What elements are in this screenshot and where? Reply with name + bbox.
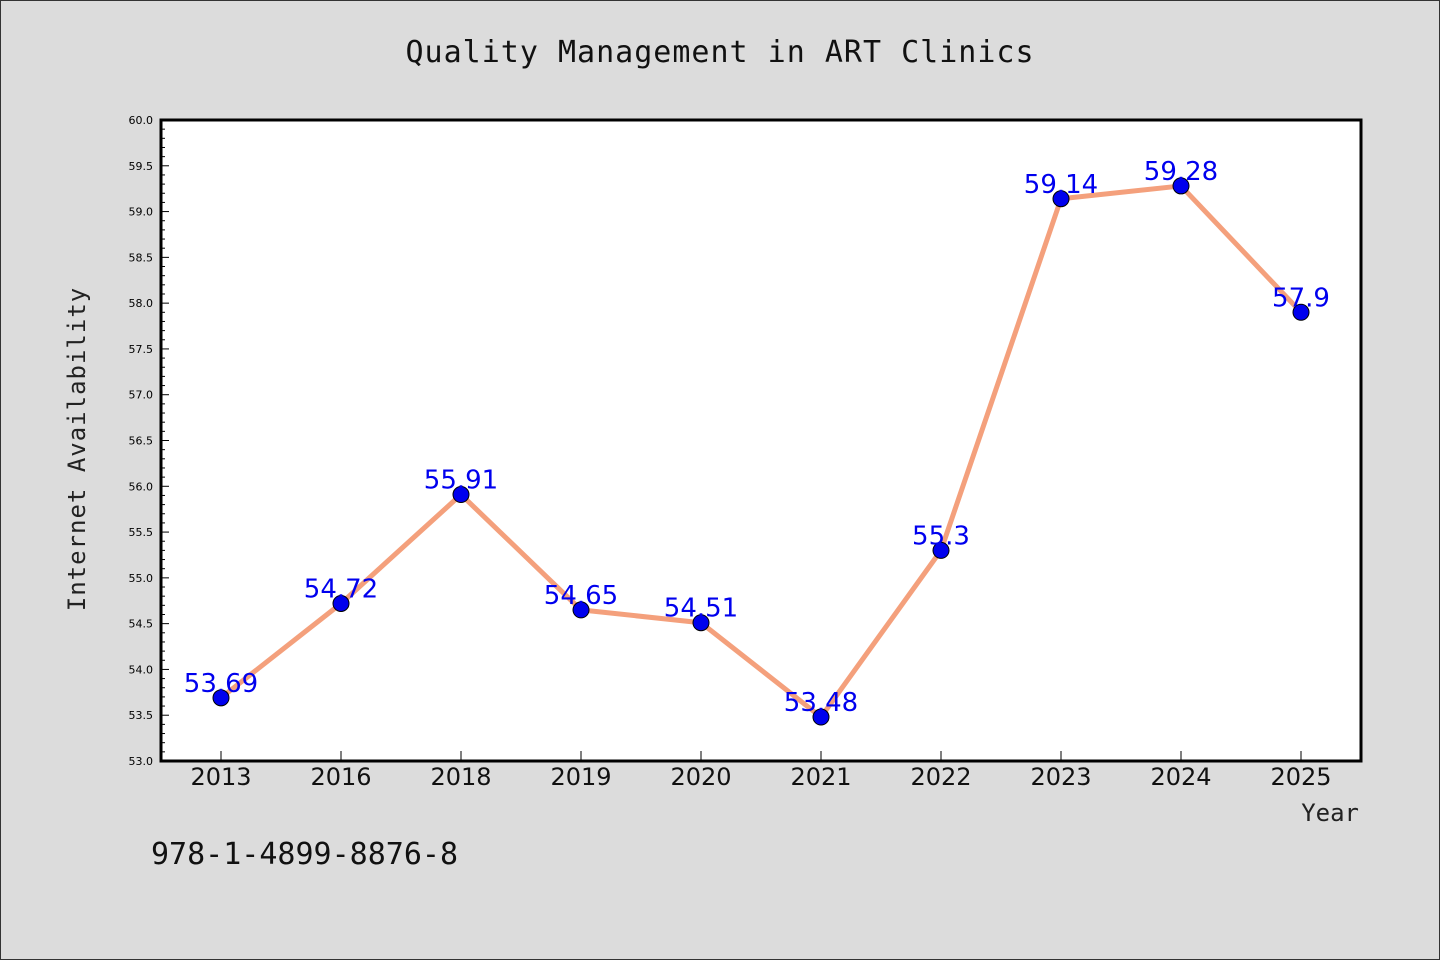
data-label: 55.91 [424,466,498,496]
data-point [1172,177,1190,195]
data-point [452,486,470,504]
x-tick-label: 2019 [550,763,611,791]
series-line [218,183,1304,720]
y-tick-label: 60.0 [129,114,154,127]
data-point [692,614,710,632]
data-label: 57.9 [1272,283,1330,313]
y-tick-label: 55.5 [129,526,154,539]
y-tick-label: 55.0 [129,572,154,585]
data-point [572,601,590,619]
data-point [932,541,950,559]
y-tick-label: 59.5 [129,160,154,173]
y-tick-label: 58.5 [129,251,154,264]
y-tick-label: 54.0 [129,663,154,676]
data-point [212,689,230,707]
isbn-note: 978-1-4899-8876-8 [151,837,459,872]
data-label: 59.28 [1144,157,1218,187]
y-tick-label: 56.0 [129,480,154,493]
data-label: 53.48 [784,688,858,718]
data-label: 54.65 [544,581,618,611]
x-tick-label: 2023 [1030,763,1091,791]
data-point [1052,190,1070,208]
data-point [332,594,350,612]
x-tick-label: 2018 [430,763,491,791]
y-tick-label: 53.5 [129,709,154,722]
data-point [1292,303,1310,321]
data-points [212,177,1310,726]
y-axis-ticks: 53.0 53.5 54.0 54.5 55.0 55.5 56.0 56.5 57.0 57.5… [129,114,169,768]
y-tick-label: 57.5 [129,343,154,356]
x-tick-label: 2020 [670,763,731,791]
x-axis-ticks: 2013 2016 2018 2019 2020 2021 2022 2023 2024 2025 [190,751,1332,791]
data-label: 54.51 [664,594,738,624]
y-tick-label: 53.0 [129,755,154,768]
plot-area [159,118,1363,763]
x-tick-label: 2024 [1150,763,1211,791]
y-tick-label: 56.5 [129,435,154,448]
x-tick-label: 2021 [790,763,851,791]
x-tick-label: 2025 [1270,763,1331,791]
y-tick-label: 59.0 [129,206,154,219]
chart-title: Quality Management in ART Clinics [405,35,1035,70]
x-tick-label: 2013 [190,763,251,791]
data-label: 55.3 [912,521,970,551]
x-axis-label: Year [1301,799,1359,827]
data-label: 53.69 [184,669,258,699]
y-tick-label: 57.0 [129,389,154,402]
data-label: 54.72 [304,574,378,604]
x-tick-label: 2016 [310,763,371,791]
data-point [812,708,830,726]
y-tick-label: 58.0 [129,297,154,310]
data-labels: 53.69 54.72 55.91 54.65 54.51 53.48 55.3 59.14 5… [184,157,1330,718]
x-tick-label: 2022 [910,763,971,791]
data-label: 59.14 [1024,170,1098,200]
y-tick-label: 54.5 [129,618,154,631]
